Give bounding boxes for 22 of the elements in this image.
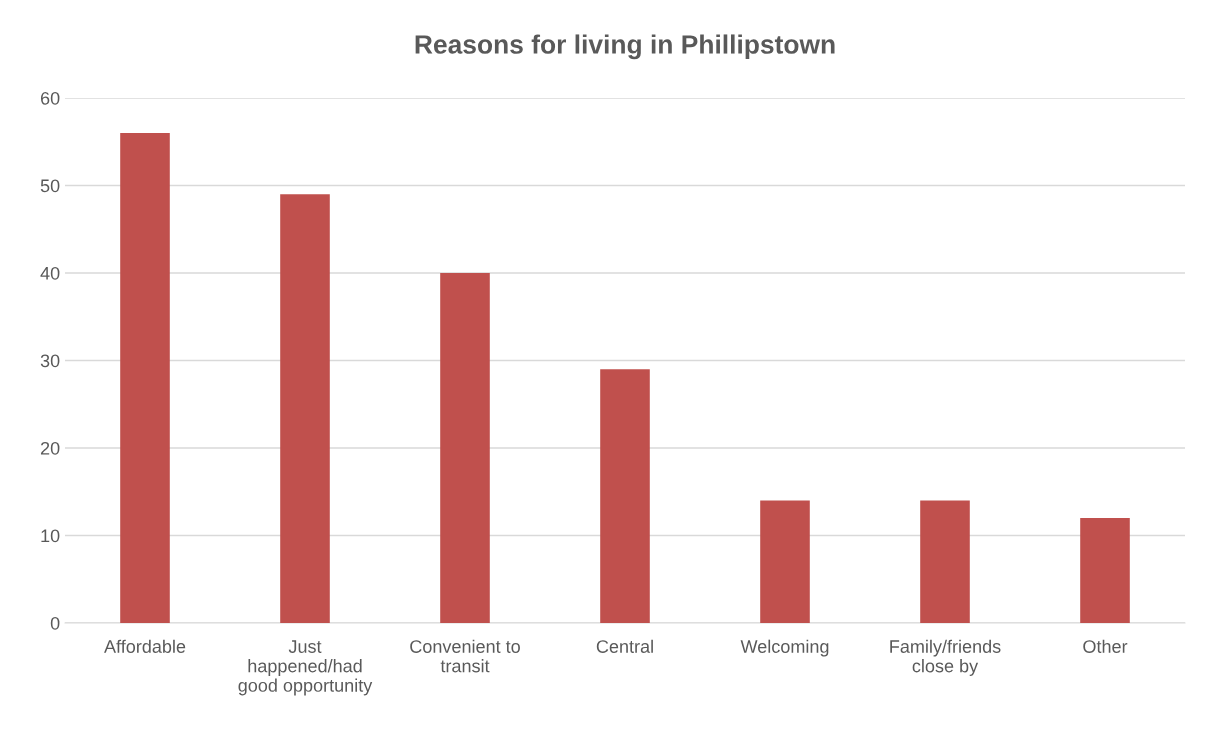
bar: [760, 500, 810, 623]
bar: [600, 369, 650, 623]
y-tick-label: 40: [40, 266, 60, 280]
y-tick-label: 60: [40, 91, 60, 105]
x-tick-label: Welcoming: [740, 639, 829, 657]
y-tick-label: 10: [41, 529, 60, 543]
y-tick-label: 50: [40, 179, 60, 193]
x-tick-label: Family/friends close by: [890, 639, 1001, 676]
bar: [280, 194, 330, 623]
bar: [1080, 518, 1130, 623]
bar: [120, 133, 170, 623]
y-tick-label: 20: [40, 441, 60, 455]
chart-title: Reasons for living in Phillipstown: [415, 34, 835, 60]
bar: [440, 273, 490, 623]
x-tick-label: Convenient to transit: [410, 639, 520, 673]
x-tick-label: Just happened/had good opportunity: [238, 640, 373, 696]
y-tick-label: 0: [50, 616, 60, 630]
x-tick-label: Central: [596, 639, 653, 653]
bar: [920, 500, 970, 623]
x-tick-label: Affordable: [104, 639, 186, 653]
y-tick-label: 30: [40, 354, 60, 368]
x-tick-label: Other: [1083, 639, 1128, 653]
